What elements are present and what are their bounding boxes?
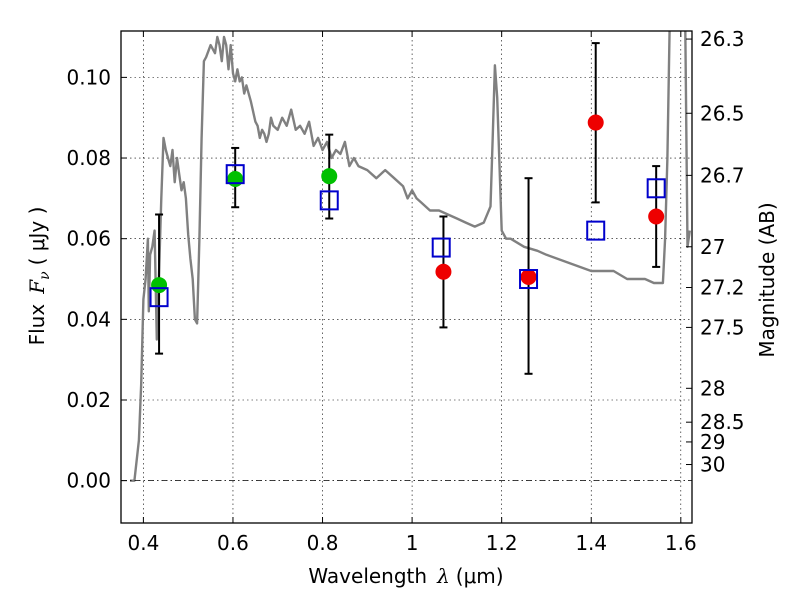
x-axis-label: Wavelength λ (μm): [308, 564, 503, 588]
magnitude-tick-label: 26.3: [700, 27, 745, 51]
model-spectrum-line: [130, 31, 691, 482]
data-point-square: [519, 269, 539, 290]
magnitude-tick-label: 27.2: [700, 275, 745, 299]
data-point-circle: [648, 208, 665, 225]
y-tick-label: 0.00: [66, 469, 111, 493]
magnitude-tick-label: 28.5: [700, 410, 745, 434]
magnitude-tick-label: 26.7: [700, 163, 745, 187]
x-tick-label: 0.6: [217, 531, 249, 555]
magnitude-tick-label: 27: [700, 235, 725, 259]
y-tick-label: 0.02: [66, 388, 111, 412]
x-tick-label: 1.4: [575, 531, 607, 555]
magnitude-tick-label: 26.5: [700, 101, 745, 125]
magnitude-tick-label: 30: [700, 453, 725, 477]
magnitude-tick-label: 29: [700, 430, 725, 454]
model-spectrum-curve: [130, 31, 691, 482]
x-tick-label: 1: [406, 531, 419, 555]
y-tick-label: 0.10: [66, 65, 111, 89]
plot-frame: [120, 30, 693, 524]
data-point-circle: [520, 269, 537, 285]
data-point-circle: [151, 277, 168, 294]
right-axis-label: Magnitude (AB): [755, 202, 779, 357]
data-point-circle: [321, 168, 338, 185]
y-axis-label: FluxFν( μJy ): [25, 207, 53, 346]
x-tick-label: 1.6: [665, 531, 697, 555]
y-tick-label: 0.06: [66, 227, 111, 251]
magnitude-tick-label: 28: [700, 376, 725, 400]
x-tick-label: 0.8: [307, 531, 339, 555]
y-axis-ticks: 0.00 0.02 0.04 0.06 0.08 0.10: [66, 65, 127, 493]
data-point-square: [319, 190, 339, 211]
data-point-circle: [227, 171, 244, 188]
data-point-circle: [435, 263, 452, 280]
error-bars: [155, 42, 661, 375]
y-tick-label: 0.04: [66, 307, 111, 331]
data-point-square: [431, 237, 451, 258]
x-tick-label: 0.4: [127, 531, 159, 555]
data-point-square: [149, 287, 169, 308]
data-point-square: [225, 164, 245, 185]
magnitude-tick-label: 27.5: [700, 315, 745, 339]
x-tick-label: 1.2: [486, 531, 518, 555]
data-point-circle: [587, 114, 604, 131]
y-tick-label: 0.08: [66, 146, 111, 170]
gridlines: [121, 31, 692, 523]
data-point-square: [646, 178, 666, 199]
data-point-square: [586, 220, 606, 241]
x-axis-ticks: 0.4 0.6 0.8 1 1.2 1.4 1.6: [127, 31, 697, 555]
data-markers: [149, 114, 666, 308]
